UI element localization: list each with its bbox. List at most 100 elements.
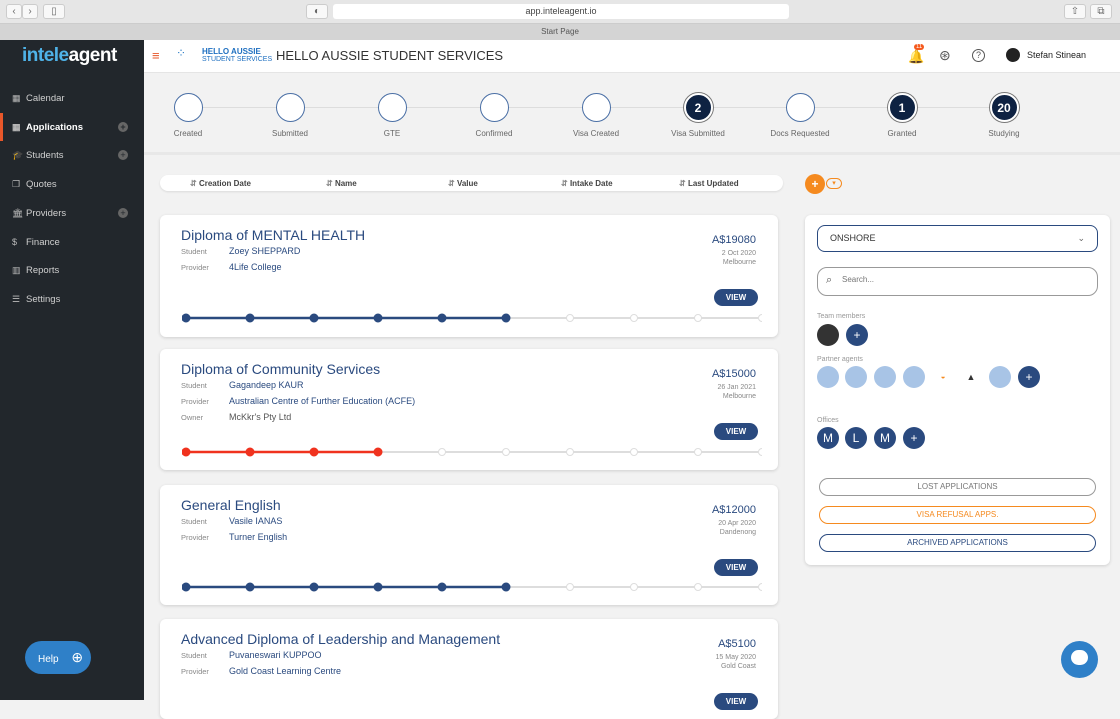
field-value: Zoey SHEPPARD (229, 246, 301, 256)
grid-icon: ▦ (12, 121, 21, 132)
partner-agents-label: Partner agents (817, 356, 863, 363)
step-gte[interactable]: GTE (342, 93, 442, 138)
step-confirmed[interactable]: Confirmed (444, 93, 544, 138)
partner-agent-avatar[interactable] (845, 366, 867, 388)
step-label: Visa Submitted (671, 129, 725, 138)
view-button[interactable]: VIEW (714, 693, 758, 710)
field-value: Gagandeep KAUR (229, 380, 304, 390)
sidebar-item-label: Calendar (26, 93, 65, 104)
share-button[interactable]: ⇧ (1064, 4, 1086, 19)
sidebar-item-quotes[interactable]: ❐ Quotes (0, 170, 144, 198)
application-card[interactable]: Diploma of MENTAL HEALTH Student Zoey SHEP… (160, 215, 778, 337)
search-field[interactable]: ⌕ (817, 267, 1098, 296)
step-created[interactable]: Created (138, 93, 238, 138)
field-label: Student (181, 517, 207, 526)
application-title[interactable]: Diploma of MENTAL HEALTH (181, 227, 366, 243)
step-docs-requested[interactable]: Docs Requested (750, 93, 850, 138)
view-button[interactable]: VIEW (714, 559, 758, 576)
application-card[interactable]: Advanced Diploma of Leadership and Manag… (160, 619, 778, 719)
user-name[interactable]: Stefan Stinean (1027, 50, 1087, 60)
progress-dot (694, 448, 702, 456)
back-button[interactable]: ‹ (6, 4, 22, 19)
hamburger-menu-icon[interactable]: ≡ (152, 48, 160, 63)
office-avatar[interactable]: M (874, 427, 896, 449)
sort-last-updated[interactable]: ⇵ Last Updated (679, 179, 739, 188)
user-avatar[interactable] (1006, 48, 1020, 62)
office-avatar[interactable]: M (817, 427, 839, 449)
application-card[interactable]: General English Student Vasile IANAS Provid… (160, 485, 778, 605)
support-lifebuoy-icon[interactable]: ⊛ (939, 47, 951, 63)
logo[interactable]: inteleagent (22, 45, 117, 66)
lost-applications-button[interactable]: LOST APPLICATIONS (819, 478, 1096, 496)
lifebuoy-icon: ⊕ (71, 649, 84, 665)
field-value: Gold Coast Learning Centre (229, 666, 342, 676)
field-value: Australian Centre of Further Education (… (229, 396, 416, 406)
chat-bubble-button[interactable] (1061, 641, 1098, 678)
application-title[interactable]: Advanced Diploma of Leadership and Manag… (181, 631, 501, 647)
office-avatar[interactable]: L (845, 427, 867, 449)
sidebar-item-finance[interactable]: $ Finance (0, 228, 144, 256)
view-button[interactable]: VIEW (714, 289, 758, 306)
sort-name[interactable]: ⇵ Name (326, 179, 357, 188)
add-team-member-button[interactable]: + (846, 324, 868, 346)
location-select[interactable]: ONSHORE ⌄ (817, 225, 1098, 252)
step-submitted[interactable]: Submitted (240, 93, 340, 138)
step-visa-submitted[interactable]: 2 Visa Submitted (648, 93, 748, 138)
search-input[interactable] (842, 275, 1082, 284)
add-office-button[interactable]: + (903, 427, 925, 449)
team-member-avatar[interactable] (817, 324, 839, 346)
application-title[interactable]: General English (181, 497, 281, 513)
partner-agent-avatar[interactable] (903, 366, 925, 388)
intake-date: 26 Jan 2021 (717, 384, 756, 391)
tabs-button[interactable]: ⧉ (1090, 4, 1112, 19)
address-bar[interactable]: app.inteleagent.io (333, 4, 789, 19)
sidebar-item-providers[interactable]: 🏛 Providers + (0, 199, 144, 227)
sidebar-item-settings[interactable]: ☰ Settings (0, 285, 144, 313)
application-card[interactable]: Diploma of Community Services Student Gaga… (160, 349, 778, 470)
partner-agent-logo[interactable]: ◒ (940, 372, 946, 381)
add-circle-icon[interactable]: + (118, 121, 128, 132)
sidebar-toggle-button[interactable]: ▯ (43, 4, 65, 19)
sidebar-item-reports[interactable]: ▥ Reports (0, 256, 144, 284)
progress-dot (630, 314, 638, 322)
add-partner-agent-button[interactable]: + (1018, 366, 1040, 388)
forward-button[interactable]: › (22, 4, 38, 19)
sidebar: inteleagent ▦ Calendar ▦ Applications + 🎓 Stud… (0, 40, 144, 700)
partner-agent-avatar[interactable] (874, 366, 896, 388)
add-circle-icon[interactable]: + (118, 207, 128, 218)
sort-intake-date[interactable]: ⇵ Intake Date (561, 179, 613, 188)
shield-icon[interactable]: ◐ (306, 4, 328, 19)
add-application-button[interactable]: + (805, 174, 825, 194)
step-label: GTE (383, 129, 401, 138)
step-studying[interactable]: 20 Studying (954, 93, 1054, 138)
sidebar-item-students[interactable]: 🎓 Students + (0, 141, 144, 169)
help-button[interactable]: Help ⊕ (25, 641, 91, 674)
step-label: Confirmed (475, 129, 513, 138)
notifications-bell-icon[interactable]: 🔔 (908, 49, 925, 64)
partner-agent-avatar[interactable] (817, 366, 839, 388)
field-label: Provider (181, 263, 209, 272)
step-granted[interactable]: 1 Granted (852, 93, 952, 138)
sort-value[interactable]: ⇵ Value (448, 179, 478, 188)
tab-bar: Start Page (0, 24, 1120, 40)
progress-dot (758, 448, 762, 456)
sidebar-item-calendar[interactable]: ▦ Calendar (0, 84, 144, 112)
view-button[interactable]: VIEW (714, 423, 758, 440)
sidebar-item-applications[interactable]: ▦ Applications + (0, 112, 144, 141)
add-circle-icon[interactable]: + (118, 150, 128, 161)
partner-agent-logo[interactable]: ▲ (966, 372, 976, 382)
help-question-icon[interactable]: ? (972, 49, 985, 62)
sort-creation-date[interactable]: ⇵ Creation Date (190, 179, 251, 188)
add-dropdown-chevron-icon[interactable]: ▾ (826, 178, 842, 189)
archived-applications-button[interactable]: ARCHIVED APPLICATIONS (819, 534, 1096, 552)
price: A$5100 (718, 638, 756, 650)
sort-icon: ⇵ (561, 179, 570, 188)
partner-agent-avatar[interactable] (989, 366, 1011, 388)
application-title[interactable]: Diploma of Community Services (181, 361, 381, 377)
tab-start-page[interactable]: Start Page (541, 27, 579, 36)
brand-logo-icon: ⁘ (176, 46, 187, 60)
step-count (581, 93, 611, 122)
step-visa-created[interactable]: Visa Created (546, 93, 646, 138)
sidebar-item-label: Reports (26, 265, 60, 277)
visa-refusal-apps-button[interactable]: VISA REFUSAL APPS. (819, 506, 1096, 524)
